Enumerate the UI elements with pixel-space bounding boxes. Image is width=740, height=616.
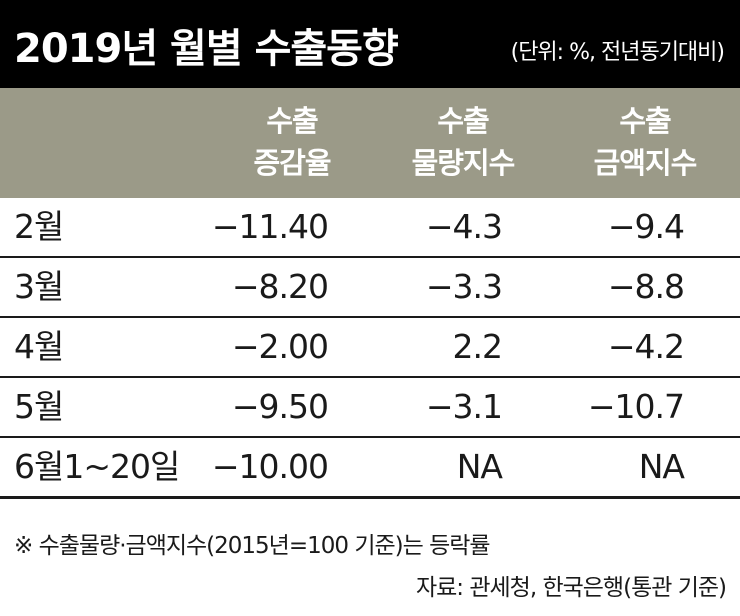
table-cell: −3.1 [425, 387, 503, 426]
table-row: 4월 −2.00 2.2 −4.2 [0, 318, 740, 378]
table-row: 2월 −11.40 −4.3 −9.4 [0, 198, 740, 258]
table-cell: −11.40 [211, 207, 329, 246]
column-header-line: 물량지수 [411, 146, 516, 180]
table-cell: −10.00 [211, 447, 329, 486]
table-header: 수출 증감율 수출 물량지수 수출 금액지수 [0, 88, 740, 198]
column-header-line: 수출 [437, 104, 489, 138]
table-cell: −4.2 [607, 327, 685, 366]
title-bar: 2019년 월별 수출동향 (단위: %, 전년동기대비) [0, 0, 740, 88]
column-header-line: 증감율 [253, 146, 331, 180]
table-cell: −9.4 [607, 207, 685, 246]
row-label: 5월 [14, 387, 64, 426]
column-header-export-growth: 수출 증감율 [222, 100, 362, 184]
table-cell: −8.20 [231, 267, 329, 306]
table-cell: −3.3 [425, 267, 503, 306]
row-label: 6월1~20일 [14, 447, 180, 486]
column-header-line: 수출 [266, 104, 318, 138]
table-cell: 2.2 [452, 327, 503, 366]
footnote: ※ 수출물량·금액지수(2015년=100 기준)는 등락률 [14, 533, 491, 559]
column-header-line: 수출 [619, 104, 671, 138]
table-cell: −4.3 [425, 207, 503, 246]
row-label: 4월 [14, 327, 64, 366]
table-row: 3월 −8.20 −3.3 −8.8 [0, 258, 740, 318]
column-header-volume-index: 수출 물량지수 [388, 100, 538, 184]
table-row: 6월1~20일 −10.00 NA NA [0, 438, 740, 499]
row-label: 2월 [14, 207, 64, 246]
table-cell: −8.8 [607, 267, 685, 306]
table-cell: NA [456, 447, 503, 486]
table-row: 5월 −9.50 −3.1 −10.7 [0, 378, 740, 438]
table-cell: NA [638, 447, 685, 486]
source-note: 자료: 관세청, 한국은행(통관 기준) [415, 575, 727, 601]
column-header-value-index: 수출 금액지수 [570, 100, 720, 184]
row-label: 3월 [14, 267, 64, 306]
table-cell: −2.00 [231, 327, 329, 366]
table-cell: −10.7 [587, 387, 685, 426]
chart-title: 2019년 월별 수출동향 [14, 26, 399, 72]
table-cell: −9.50 [231, 387, 329, 426]
unit-note: (단위: %, 전년동기대비) [510, 40, 725, 65]
column-header-line: 금액지수 [593, 146, 698, 180]
